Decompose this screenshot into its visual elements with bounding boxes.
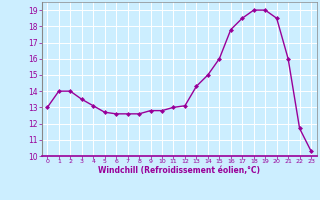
X-axis label: Windchill (Refroidissement éolien,°C): Windchill (Refroidissement éolien,°C) [98, 166, 260, 175]
